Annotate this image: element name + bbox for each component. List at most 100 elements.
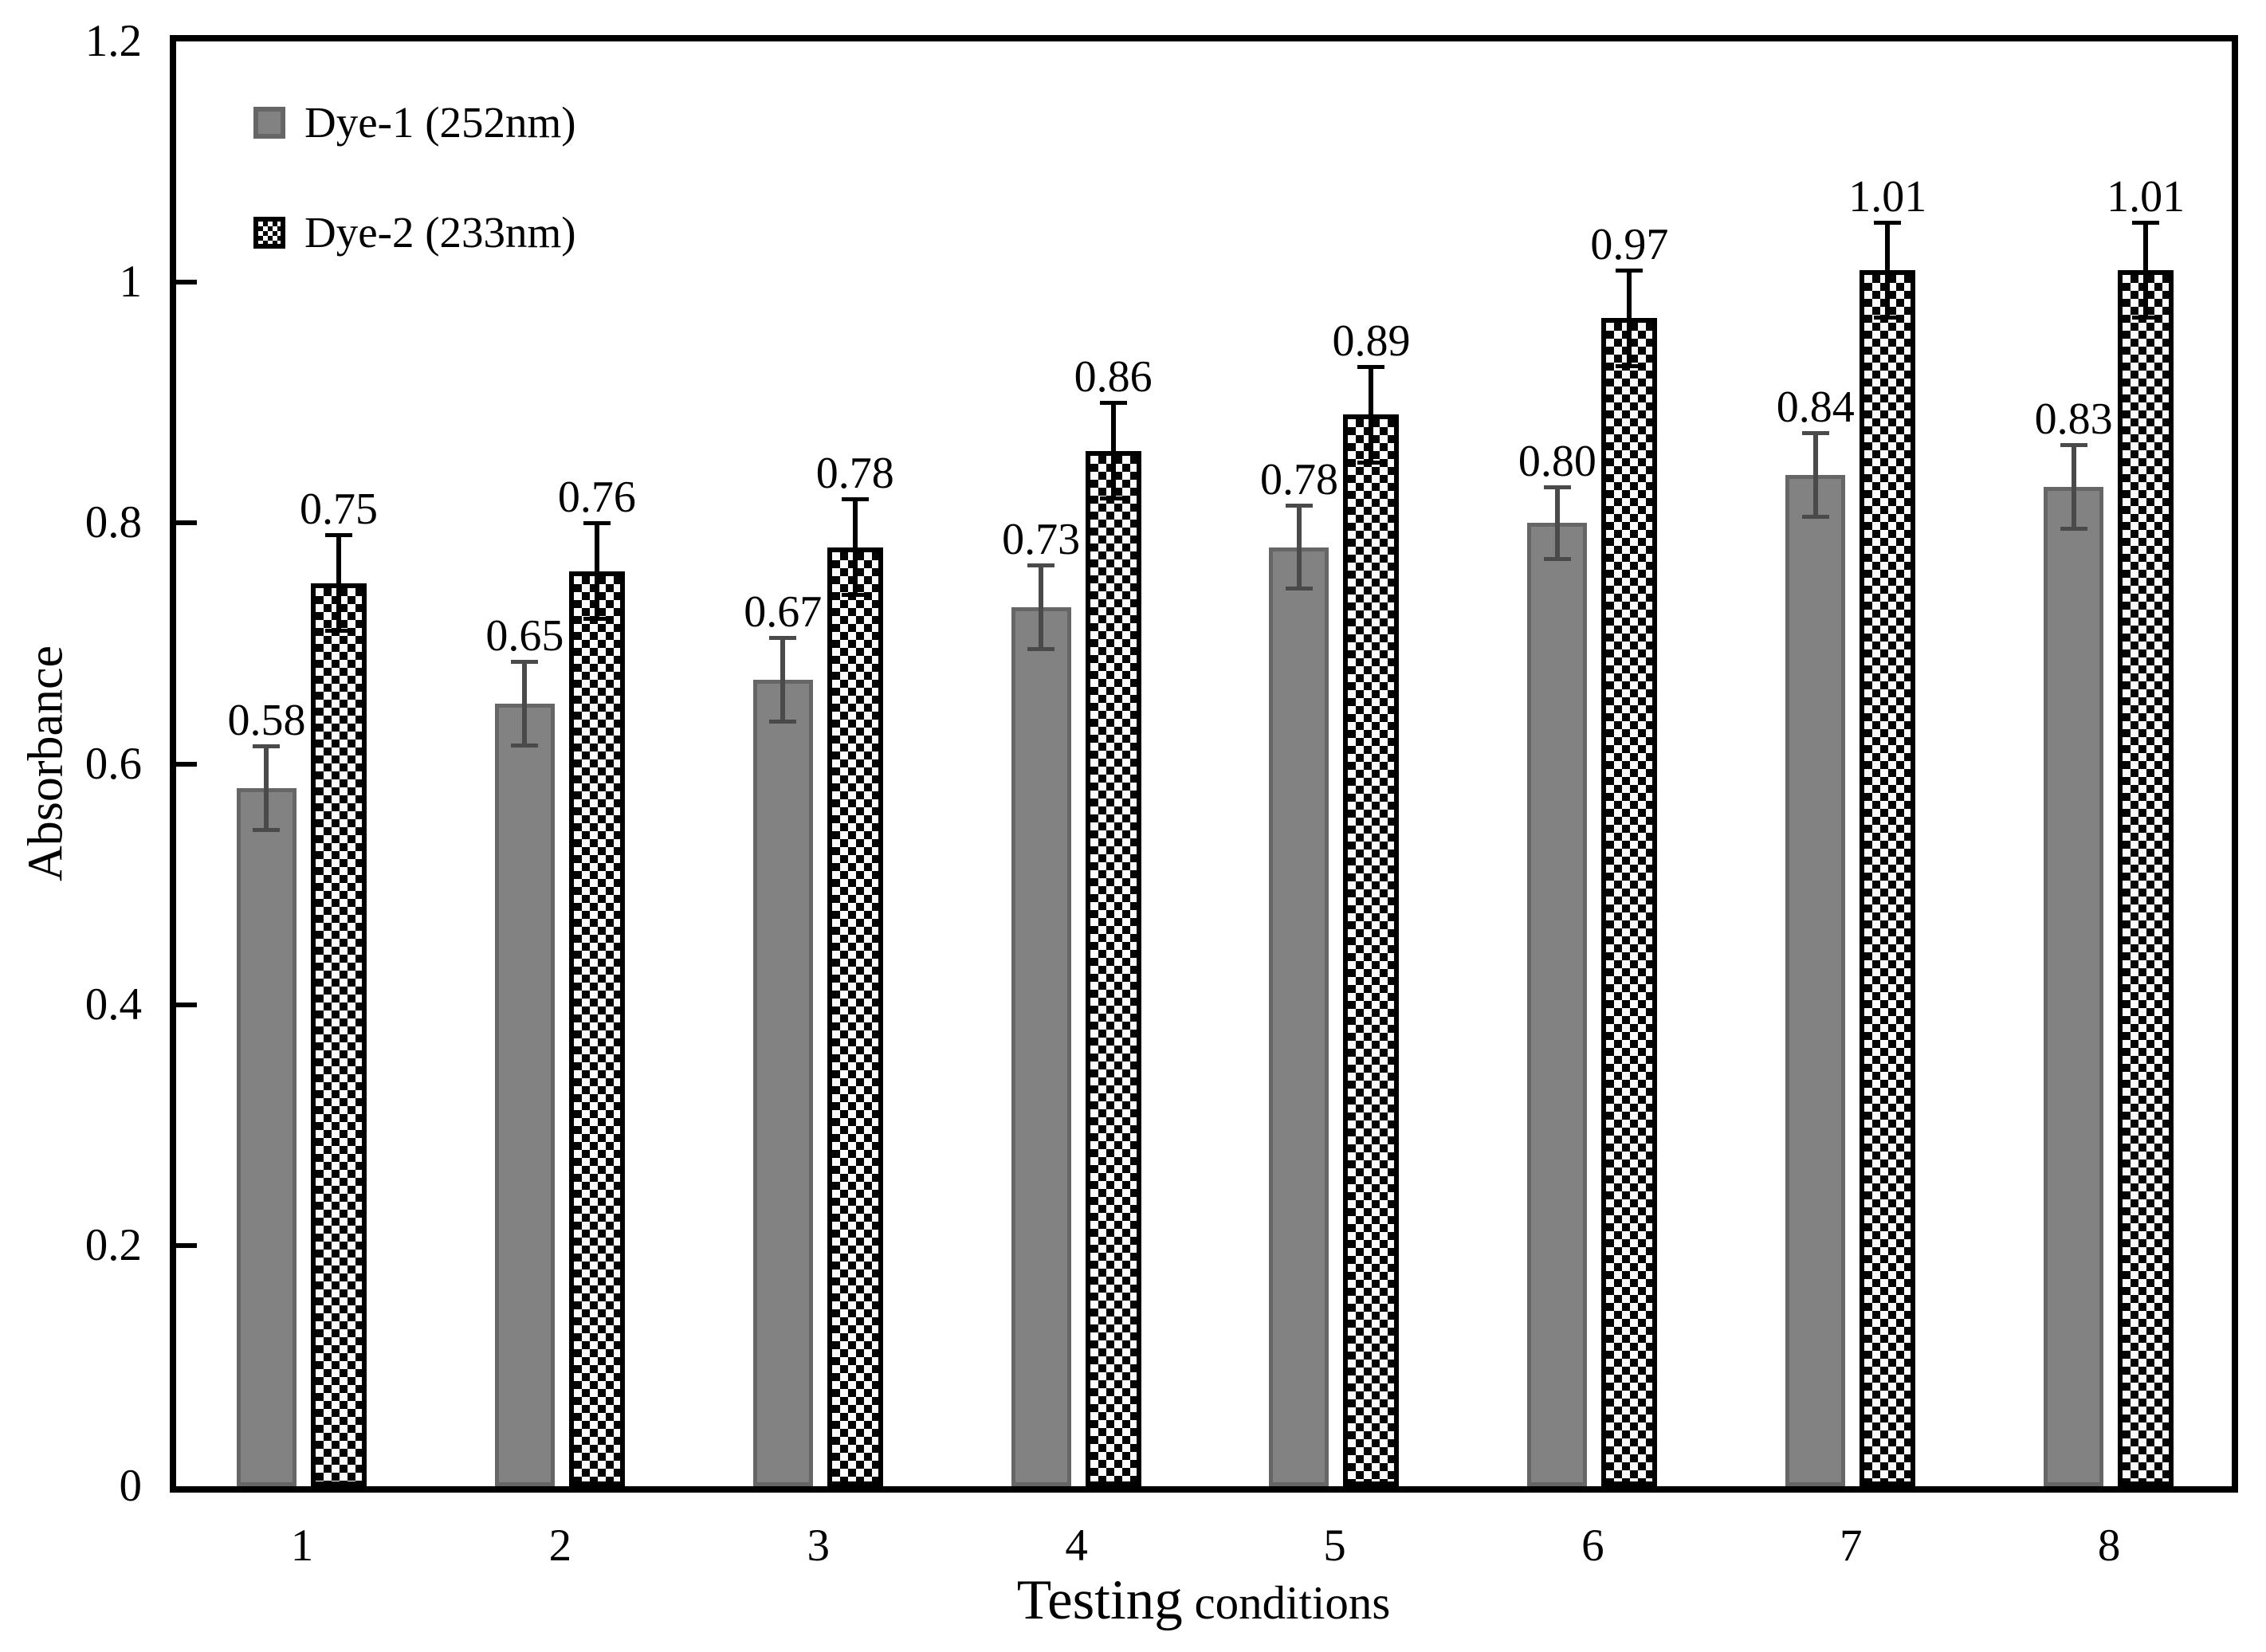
x-category-label: 5 [1323,1521,1346,1571]
x-axis-title: Testing conditions [1017,1568,1391,1633]
x-category-label: 6 [1581,1521,1604,1571]
x-category-label: 3 [807,1521,830,1571]
error-bar-cap-top [1874,220,1902,225]
error-bar-line [780,637,786,722]
bar-value-label: 1.01 [2107,171,2185,222]
error-bar-cap-top [1801,431,1829,436]
bar-value-label: 0.84 [1776,383,1855,433]
error-bar-cap-top [511,660,539,665]
bar-dye2-6 [1601,318,1658,1486]
x-axis-title-secondary: conditions [1182,1576,1391,1629]
bar-dye1-6 [1527,523,1588,1486]
bar-value-label: 0.97 [1590,220,1669,270]
error-bar-line [1039,565,1044,649]
error-bar-cap-bottom [1616,363,1644,368]
y-tick-label: 0.4 [84,979,142,1030]
bar-value-label: 0.73 [1002,515,1081,565]
error-bar-line [1554,487,1560,559]
error-bar-cap-bottom [1357,460,1385,465]
y-tick-label: 1 [119,257,143,308]
y-tick-label: 1.2 [84,16,142,66]
error-bar-line [264,745,269,830]
error-bar-cap-top [1543,485,1571,489]
error-bar-cap-bottom [1027,646,1055,651]
error-bar-cap-bottom [253,827,281,832]
error-bar-cap-top [583,521,611,526]
error-bar-line [1110,402,1116,500]
y-tick-mark [176,1002,197,1007]
error-bar-cap-top [2060,443,2087,448]
bar-dye2-1 [310,583,367,1486]
error-bar-cap-bottom [769,719,797,724]
bar-dye1-4 [1011,607,1071,1486]
error-bar-cap-top [1616,269,1644,273]
bar-value-label: 0.67 [744,587,823,637]
error-bar-line [1885,222,1891,319]
error-bar-cap-top [253,744,281,748]
bar-value-label: 1.01 [1848,171,1927,222]
x-category-label: 2 [548,1521,572,1571]
bar-value-label: 0.80 [1518,437,1596,486]
error-bar-cap-top [1357,364,1385,369]
error-bar-cap-bottom [2132,316,2160,320]
bar-dye1-8 [2044,487,2104,1486]
bar-dye1-2 [494,703,555,1486]
error-bar-cap-bottom [583,617,611,622]
x-category-label: 8 [2097,1521,2121,1571]
bar-dye1-1 [236,787,297,1486]
bar-value-label: 0.75 [299,485,378,535]
legend-label-dye2: Dye-2 (233nm) [304,208,576,257]
y-tick-label: 0.8 [84,497,142,548]
error-bar-cap-top [1099,401,1127,406]
y-tick-label: 0 [119,1461,143,1511]
bar-dye1-5 [1269,547,1329,1486]
error-bar-cap-top [769,635,797,640]
error-bar-cap-top [841,497,869,502]
error-bar-cap-bottom [1801,514,1829,519]
bar-dye2-7 [1860,270,1916,1486]
bar-value-label: 0.76 [557,473,636,523]
y-tick-mark [176,1242,197,1248]
x-category-label: 4 [1065,1521,1088,1571]
error-bar-line [1812,433,1818,517]
legend-swatch-solid-icon [253,107,285,139]
bar-value-label: 0.78 [1259,454,1338,504]
bar-dye2-4 [1085,450,1141,1486]
x-category-label: 1 [290,1521,314,1571]
error-bar-cap-bottom [1285,587,1313,591]
error-bar-cap-top [1027,563,1055,568]
bar-value-label: 0.78 [815,449,894,499]
error-bar-line [594,523,599,620]
legend-swatch-checkerboard-icon [253,217,285,249]
error-bar-cap-top [2132,220,2160,225]
bar-dye1-3 [752,679,813,1486]
error-bar-cap-bottom [511,743,539,748]
error-bar-line [522,661,528,746]
bar-dye2-8 [2118,270,2174,1486]
error-bar-line [2143,222,2149,319]
error-bar-cap-bottom [841,592,869,597]
x-category-label: 7 [1839,1521,1863,1571]
error-bar-cap-bottom [324,629,352,634]
y-tick-mark [176,520,197,526]
bar-dye2-2 [568,571,625,1486]
bar-dye2-3 [827,547,883,1486]
error-bar-cap-bottom [1874,316,1902,320]
error-bar-cap-top [324,533,352,538]
bar-dye1-7 [1785,474,1846,1486]
bar-value-label: 0.83 [2034,394,2113,445]
plot-area [170,35,2238,1493]
legend-label-dye1: Dye-1 (252nm) [304,98,576,147]
y-tick-label: 0.2 [84,1219,142,1270]
error-bar-line [1369,366,1374,463]
bar-dye2-5 [1343,414,1400,1486]
bar-value-label: 0.58 [227,695,306,745]
error-bar-line [1296,504,1302,590]
bar-value-label: 0.65 [485,611,564,661]
bar-value-label: 0.86 [1074,352,1153,402]
y-tick-mark [176,761,197,767]
error-bar-line [336,535,341,632]
y-tick-mark [176,280,197,285]
